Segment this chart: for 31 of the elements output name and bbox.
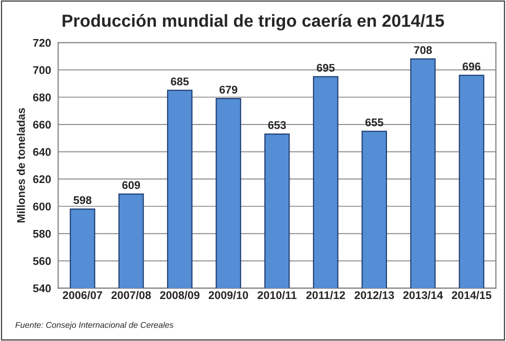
x-tick-label: 2010/11 xyxy=(258,290,297,300)
y-tick-label: 640 xyxy=(33,148,51,156)
data-label: 695 xyxy=(316,64,335,72)
y-tick-label: 660 xyxy=(33,120,51,129)
data-label: 609 xyxy=(122,181,140,190)
y-tick-label: 620 xyxy=(33,175,51,184)
x-tick-label: 2006/07 xyxy=(62,290,102,300)
y-axis-title: Millones de toneladas xyxy=(16,108,25,222)
data-label: 655 xyxy=(365,118,384,126)
y-tick-label: 580 xyxy=(33,230,51,238)
data-label: 685 xyxy=(170,78,189,86)
data-label: 598 xyxy=(74,196,92,204)
x-tick-label: 2012/13 xyxy=(354,290,394,300)
data-label: 708 xyxy=(414,46,432,54)
y-tick-label: 600 xyxy=(33,202,51,210)
y-tick-label: 700 xyxy=(33,66,51,74)
data-label: 696 xyxy=(462,62,480,70)
x-tick-label: 2013/14 xyxy=(403,290,443,300)
y-tick-label: 720 xyxy=(33,38,51,47)
y-tick-label: 540 xyxy=(33,284,51,292)
x-tick-label: 2007/08 xyxy=(111,290,151,300)
data-label: 653 xyxy=(268,121,286,130)
chart-title: Producción mundial de trigo caería en 2014/15 xyxy=(62,14,444,30)
data-label: 679 xyxy=(220,86,238,94)
y-tick-label: 560 xyxy=(33,257,51,265)
x-tick-label: 2008/09 xyxy=(160,290,200,300)
y-tick-label: 680 xyxy=(33,93,51,102)
x-tick-label: 2011/12 xyxy=(306,290,345,300)
source-note: Fuente: Consejo Internacional de Cereales xyxy=(15,322,174,330)
x-tick-label: 2014/15 xyxy=(452,290,492,300)
x-tick-label: 2009/10 xyxy=(208,290,248,300)
